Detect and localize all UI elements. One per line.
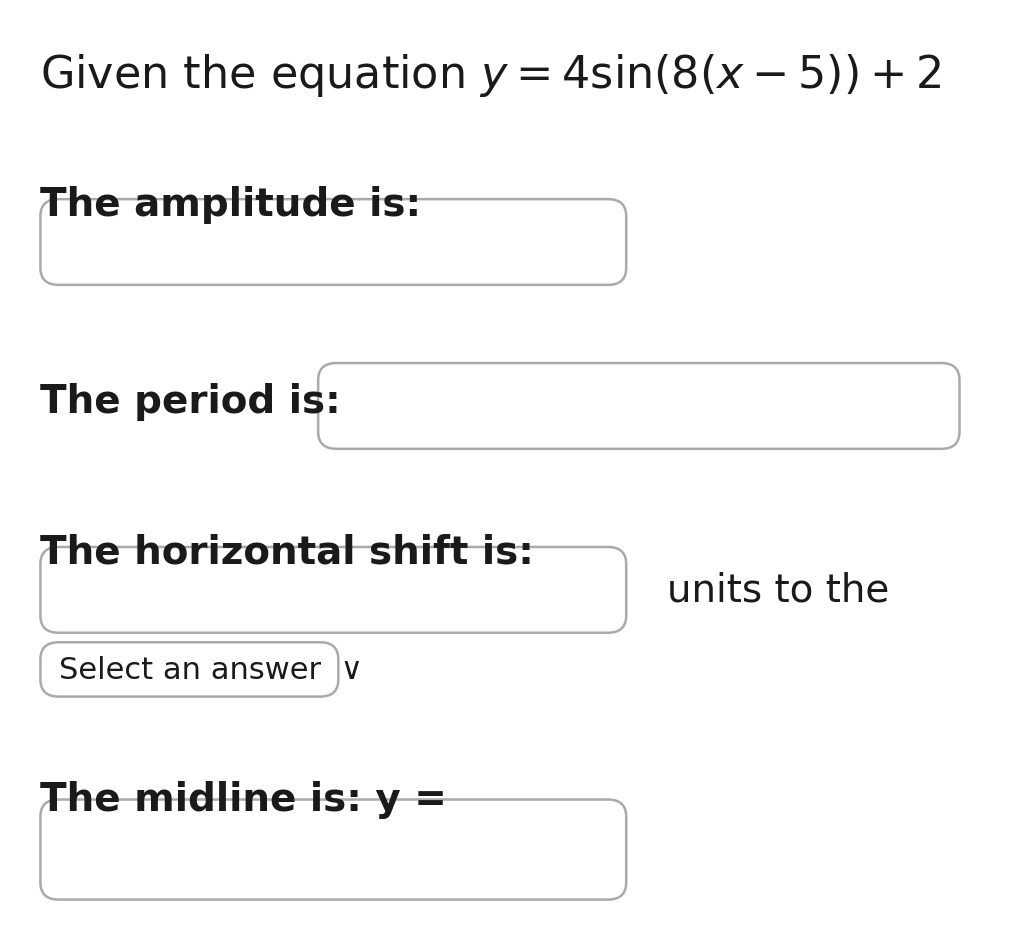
FancyBboxPatch shape xyxy=(40,800,626,900)
Text: The period is:: The period is: xyxy=(40,383,341,421)
Text: The horizontal shift is:: The horizontal shift is: xyxy=(40,533,534,571)
FancyBboxPatch shape xyxy=(40,547,626,633)
Text: Given the equation $y = 4\sin(8(x - 5)) + 2$: Given the equation $y = 4\sin(8(x - 5)) … xyxy=(40,52,941,99)
FancyBboxPatch shape xyxy=(40,200,626,286)
FancyBboxPatch shape xyxy=(40,643,338,697)
Text: The midline is: y =: The midline is: y = xyxy=(40,781,447,819)
Text: units to the: units to the xyxy=(667,571,889,609)
Text: The amplitude is:: The amplitude is: xyxy=(40,186,421,224)
Text: Select an answer  ∨: Select an answer ∨ xyxy=(59,655,363,684)
FancyBboxPatch shape xyxy=(318,364,960,449)
